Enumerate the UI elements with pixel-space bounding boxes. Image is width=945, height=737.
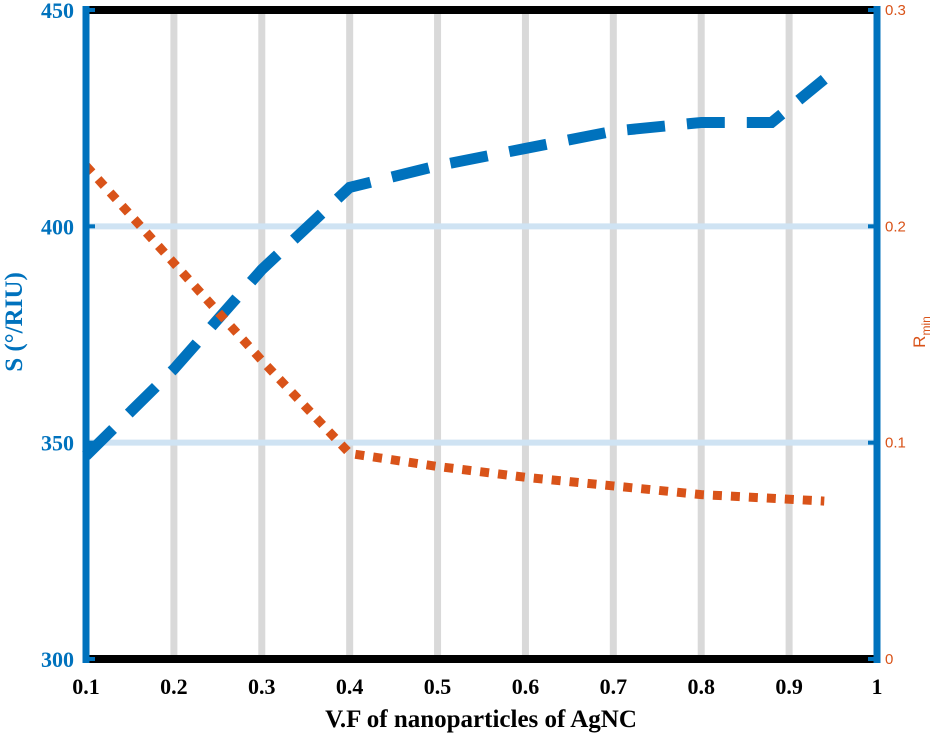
y-right-axis-label-sub: min: [919, 316, 933, 335]
series-s-line: [82, 74, 828, 460]
y-right-axis-label: Rmin: [910, 316, 933, 348]
y-right-tick-1: 0.1: [885, 435, 906, 452]
x-tick-7: 0.8: [687, 674, 715, 699]
y-right-tick-3: 0.3: [885, 2, 906, 19]
series-line-r-min: [82, 162, 825, 506]
x-tick-2: 0.3: [248, 674, 276, 699]
series-line-s: [82, 74, 828, 460]
x-tick-labels: 0.1 0.2 0.3 0.4 0.5 0.6 0.7 0.8 0.9 1: [72, 674, 882, 699]
x-tick-9: 1: [872, 674, 883, 699]
x-tick-4: 0.5: [424, 674, 452, 699]
x-axis-label: V.F of nanoparticles of AgNC: [325, 706, 637, 733]
x-tick-1: 0.2: [160, 674, 188, 699]
y-right-axis-label-main: R: [910, 336, 929, 348]
gridlines: [86, 10, 877, 659]
x-tick-0: 0.1: [72, 674, 100, 699]
y-right-tick-labels: 0 0.1 0.2 0.3: [868, 2, 906, 668]
y-right-tick-0: 0: [885, 651, 893, 668]
y-left-tick-labels: 300 350 400 450: [41, 0, 95, 672]
y-left-tick-1: 350: [41, 431, 74, 456]
y-right-tick-2: 0.2: [885, 218, 906, 235]
x-tick-3: 0.4: [336, 674, 364, 699]
x-tick-6: 0.7: [600, 674, 628, 699]
series-rmin-line: [82, 162, 825, 506]
x-tick-8: 0.9: [775, 674, 803, 699]
y-left-tick-3: 450: [41, 0, 74, 23]
y-left-axis-label: S (°/RIU): [1, 272, 28, 372]
axes-frame: [82, 6, 881, 663]
y-left-tick-2: 400: [41, 214, 74, 239]
x-tick-5: 0.6: [512, 674, 540, 699]
y-left-tick-0: 300: [41, 647, 74, 672]
